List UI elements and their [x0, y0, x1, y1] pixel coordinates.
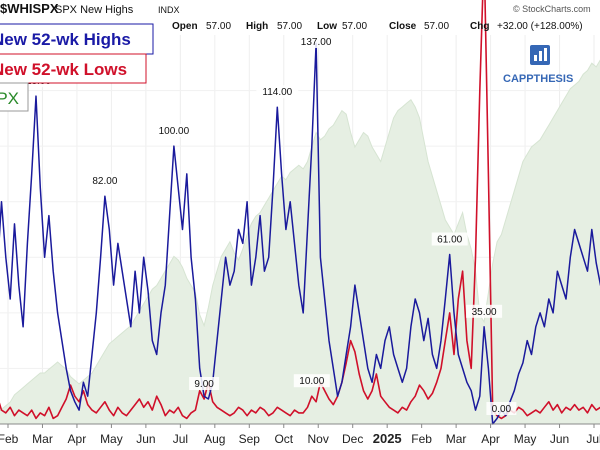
highs-annotation-label: 61.00: [437, 235, 462, 246]
source-credit: © StockCharts.com: [513, 4, 591, 14]
bar-chart-icon-bar: [544, 48, 547, 61]
x-axis-tick-label: Mar: [446, 432, 467, 446]
highs-annotation-label: 114.00: [262, 87, 292, 98]
spx-area: [0, 59, 600, 425]
x-axis-tick-label: Apr: [68, 432, 87, 446]
high-label: High: [246, 21, 268, 32]
legend-label-lows: New 52-wk Lows: [0, 60, 127, 79]
legend-box-highs: [0, 23, 154, 55]
lows-annotation-bg: [293, 374, 330, 388]
lows-annotation-label: 9.00: [194, 379, 214, 390]
logo-text: CAPPTHESIS: [503, 73, 573, 85]
symbol-text: $WHISPX: [0, 1, 59, 16]
x-axis-tick-label: Sep: [239, 432, 261, 446]
close-value: 57.00: [424, 21, 449, 32]
x-axis-tick-label: Apr: [481, 432, 500, 446]
x-axis-tick-label: Feb: [0, 432, 19, 446]
open-value: 57.00: [206, 21, 231, 32]
legend-label-highs: New 52-wk Highs: [0, 30, 131, 49]
x-axis-tick-label: Aug: [204, 432, 225, 446]
highs-annotation-bg: [431, 232, 468, 246]
close-label: Close: [389, 21, 417, 32]
low-value: 57.00: [342, 21, 367, 32]
x-axis-tick-label: Jul: [173, 432, 188, 446]
low-label: Low: [317, 21, 337, 32]
lows-annotation-label: 10.00: [299, 376, 324, 387]
x-axis-tick-label: 2025: [373, 431, 402, 446]
chg-label: Chg: [470, 21, 489, 32]
highs-annotation-bg: [295, 35, 338, 48]
index-name: SPX New Highs: [55, 4, 134, 16]
lows-annotation-bg: [486, 402, 517, 415]
x-axis-tick-label: Jun: [550, 432, 569, 446]
highs-annotation-bg: [152, 124, 195, 138]
x-axis-tick-label: Nov: [308, 432, 329, 446]
x-axis-tick-label: Mar: [32, 432, 53, 446]
highs-annotation-bg: [86, 174, 123, 188]
exchange-label: INDX: [158, 5, 180, 15]
header: $WHISPX SPX New Highs INDX © StockCharts…: [0, 1, 591, 32]
highs-annotation-bg: [466, 304, 503, 318]
chg-value: +32.00 (+128.00%): [497, 21, 583, 32]
x-axis-tick-label: Jul: [586, 432, 600, 446]
legend-box-lows: [0, 53, 147, 84]
legend: New 52-wk Highs New 52-wk Lows SPX: [0, 23, 154, 112]
x-axis-tick-label: Jun: [136, 432, 155, 446]
highs-annotation-label: 82.00: [92, 176, 117, 187]
highs-annotation-label: 35.00: [472, 307, 497, 318]
lows-annotation-label: 0.00: [492, 404, 512, 415]
high-value: 57.00: [277, 21, 302, 32]
lows-annotation-bg: [189, 377, 220, 390]
capp-thesis-logo: CAPPTHESIS: [503, 45, 573, 85]
axis-layer: Feb Mar Apr May Jun Jul Aug Sep Oct Nov Dec 2025 Feb…: [0, 423, 600, 446]
x-axis-tick-label: Oct: [274, 432, 293, 446]
bar-chart-icon-bar: [539, 51, 542, 61]
legend-label-spx: SPX: [0, 89, 19, 108]
x-axis-tick-label: May: [100, 432, 123, 446]
spx-layer: [0, 59, 600, 425]
x-axis-tick-label: Feb: [411, 432, 432, 446]
highs-annotation-bg: [256, 85, 299, 99]
open-label: Open: [172, 21, 198, 32]
highs-annotation-label: 137.00: [301, 37, 332, 48]
highs-annotation-label: 100.00: [159, 126, 190, 137]
legend-box-spx: [0, 82, 29, 112]
bar-chart-icon-bar: [534, 55, 537, 61]
x-axis-tick-label: Dec: [342, 432, 363, 446]
x-axis-tick-label: May: [514, 432, 537, 446]
